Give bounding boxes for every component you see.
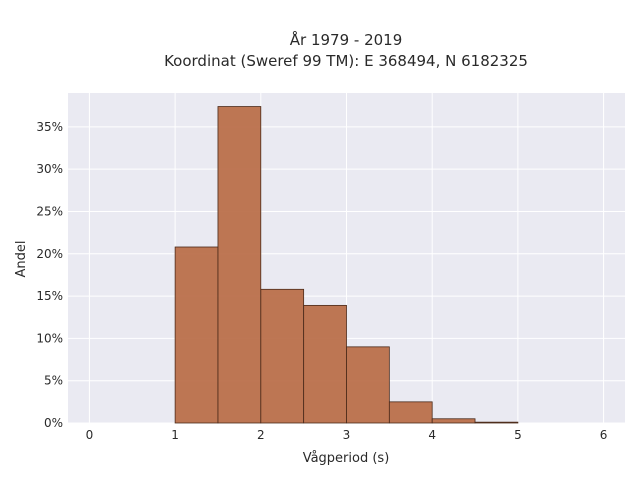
x-tick-labels: 0 1 2 3 4 5 6 xyxy=(86,428,608,442)
chart-subtitle: Koordinat (Sweref 99 TM): E 368494, N 61… xyxy=(164,52,528,70)
y-axis-label: Andel xyxy=(14,241,29,278)
y-tick-label: 10% xyxy=(36,331,63,345)
histogram-bar xyxy=(474,421,519,424)
y-tick-label: 20% xyxy=(36,247,63,261)
x-axis-label: Vågperiod (s) xyxy=(303,451,390,466)
x-tick-label: 2 xyxy=(257,428,265,442)
histogram-bar xyxy=(431,418,476,424)
y-tick-label: 25% xyxy=(36,204,63,218)
histogram-bar xyxy=(346,346,390,424)
histogram-bar xyxy=(303,304,347,424)
x-tick-label: 6 xyxy=(600,428,608,442)
y-tick-label: 5% xyxy=(44,374,63,388)
histogram-bar xyxy=(260,288,305,424)
histogram-bar xyxy=(388,401,433,424)
y-tick-label: 15% xyxy=(36,289,63,303)
y-tick-label: 30% xyxy=(36,162,63,176)
chart-title: År 1979 - 2019 xyxy=(290,30,403,49)
y-tick-label: 0% xyxy=(44,416,63,430)
x-tick-label: 0 xyxy=(86,428,94,442)
y-tick-label: 35% xyxy=(36,120,63,134)
histogram-bar xyxy=(217,106,262,424)
x-tick-label: 3 xyxy=(343,428,351,442)
x-tick-label: 4 xyxy=(428,428,436,442)
histogram-bar xyxy=(174,246,219,424)
y-tick-labels: 0% 5% 10% 15% 20% 25% 30% 35% xyxy=(36,120,63,430)
x-tick-label: 5 xyxy=(514,428,522,442)
x-tick-label: 1 xyxy=(171,428,179,442)
bars xyxy=(174,106,519,424)
